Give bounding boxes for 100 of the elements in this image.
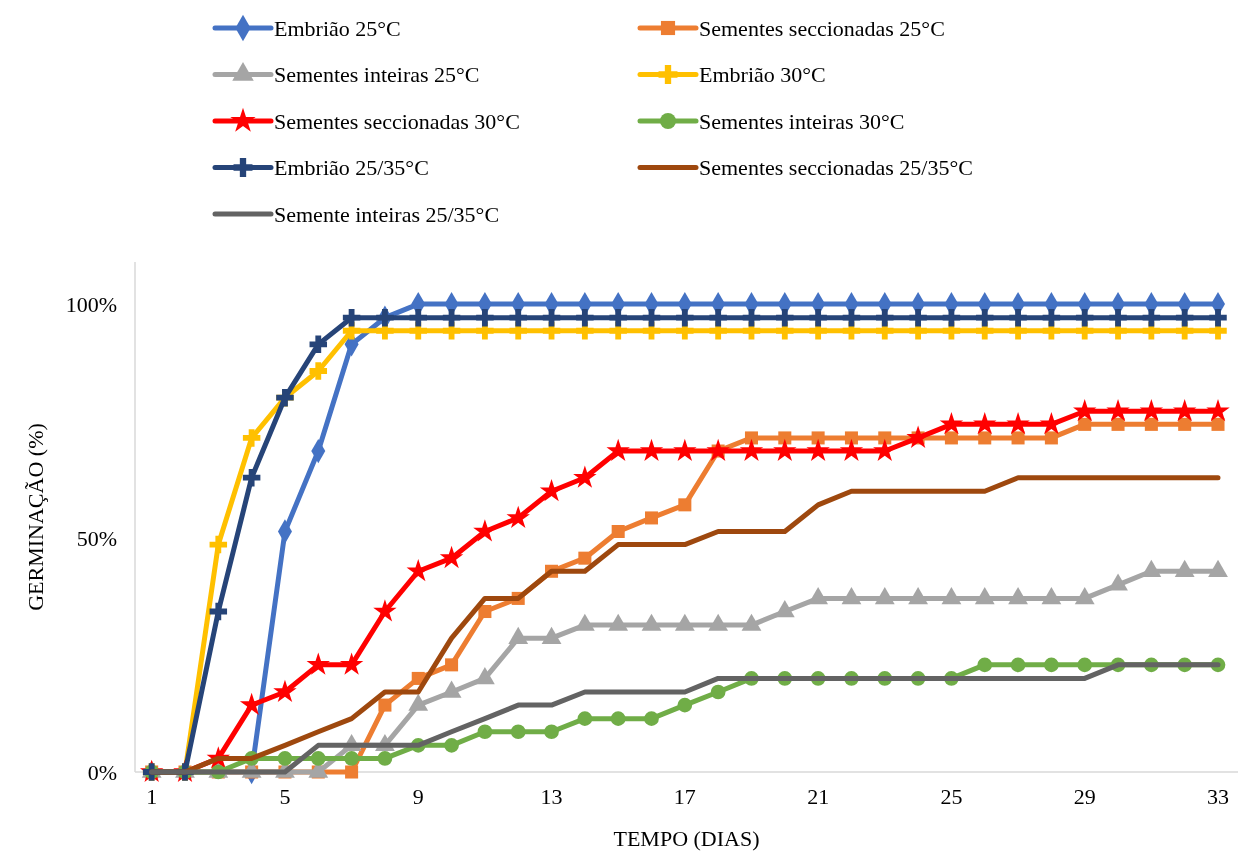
x-tick-label: 29 [1073, 784, 1096, 809]
point [442, 308, 461, 327]
point [277, 751, 293, 766]
legend-label: Sementes inteiras 30°C [699, 108, 905, 134]
point [309, 362, 328, 380]
point [1106, 398, 1130, 422]
point [839, 438, 864, 461]
point [439, 545, 464, 569]
point [373, 599, 397, 622]
x-tick-label: 13 [540, 784, 563, 809]
legend-label: Sementes seccionadas 30°C [274, 108, 520, 134]
point [678, 498, 692, 512]
point [811, 431, 825, 445]
point [1009, 308, 1027, 327]
point [876, 308, 894, 327]
point [209, 535, 228, 554]
x-tick-label: 17 [673, 784, 696, 809]
point [242, 429, 261, 447]
point [878, 431, 892, 445]
point [609, 308, 627, 327]
point [1209, 308, 1227, 327]
point [1172, 398, 1197, 422]
point [578, 551, 592, 565]
point [345, 765, 359, 779]
point [1206, 398, 1230, 422]
point [1044, 431, 1058, 445]
legend-label: Sementes seccionadas 25/35°C [699, 155, 973, 181]
point [1109, 308, 1127, 327]
point [942, 308, 961, 327]
legend-label: Embrião 25°C [274, 15, 401, 41]
legend-label: Semente inteiras 25/35°C [274, 201, 500, 227]
legend-label: Sementes inteiras 25°C [274, 62, 480, 88]
point [710, 684, 726, 700]
point [644, 711, 659, 726]
point [342, 308, 361, 327]
point [1075, 308, 1094, 327]
point [1010, 657, 1026, 673]
point [510, 724, 526, 740]
point [577, 711, 593, 726]
point [1044, 657, 1059, 673]
y-tick-label: 50% [76, 525, 117, 551]
point [677, 697, 693, 713]
point [378, 698, 392, 712]
point [639, 438, 664, 461]
legend-label: Embrião 30°C [699, 62, 826, 88]
point [444, 737, 459, 753]
point [509, 308, 527, 327]
point [1144, 417, 1158, 431]
point [1211, 417, 1225, 431]
point [344, 751, 359, 766]
legend-label: Embrião 25/35°C [274, 155, 429, 181]
point [1077, 657, 1093, 673]
point [406, 558, 430, 582]
x-tick-label: 33 [1207, 784, 1230, 809]
point [209, 602, 228, 621]
point [776, 308, 794, 327]
point [1042, 308, 1061, 327]
x-tick-label: 21 [807, 784, 830, 809]
point [944, 431, 958, 445]
point [742, 308, 761, 327]
y-tick-label: 100% [65, 291, 117, 317]
point [506, 505, 530, 528]
point [309, 335, 328, 354]
point [1175, 308, 1194, 327]
point [676, 308, 694, 327]
point [339, 652, 364, 675]
point [610, 711, 626, 726]
x-tick-label: 5 [279, 784, 291, 809]
point [273, 679, 297, 702]
point [544, 724, 559, 740]
point [809, 308, 827, 327]
point [1142, 308, 1161, 327]
point [573, 465, 597, 488]
point [473, 519, 497, 542]
point [409, 308, 427, 327]
point [310, 751, 326, 766]
point [377, 751, 393, 766]
y-axis-title: GERMINAÇÃO (%) [23, 423, 48, 611]
point [773, 438, 797, 461]
point [1006, 412, 1030, 435]
point [642, 308, 661, 327]
point [844, 431, 858, 445]
point [606, 438, 630, 461]
point [778, 431, 792, 445]
point [306, 652, 330, 675]
point [477, 724, 493, 740]
point [644, 511, 659, 525]
point [1178, 417, 1192, 431]
point [1111, 417, 1125, 431]
point [1139, 398, 1164, 422]
point [1011, 431, 1025, 445]
point [673, 438, 697, 461]
x-tick-label: 9 [412, 784, 424, 809]
point [806, 438, 830, 461]
point [476, 308, 494, 327]
point [542, 308, 561, 327]
point [739, 438, 764, 461]
x-tick-label: 25 [940, 784, 963, 809]
point [976, 308, 994, 327]
point [842, 308, 861, 327]
